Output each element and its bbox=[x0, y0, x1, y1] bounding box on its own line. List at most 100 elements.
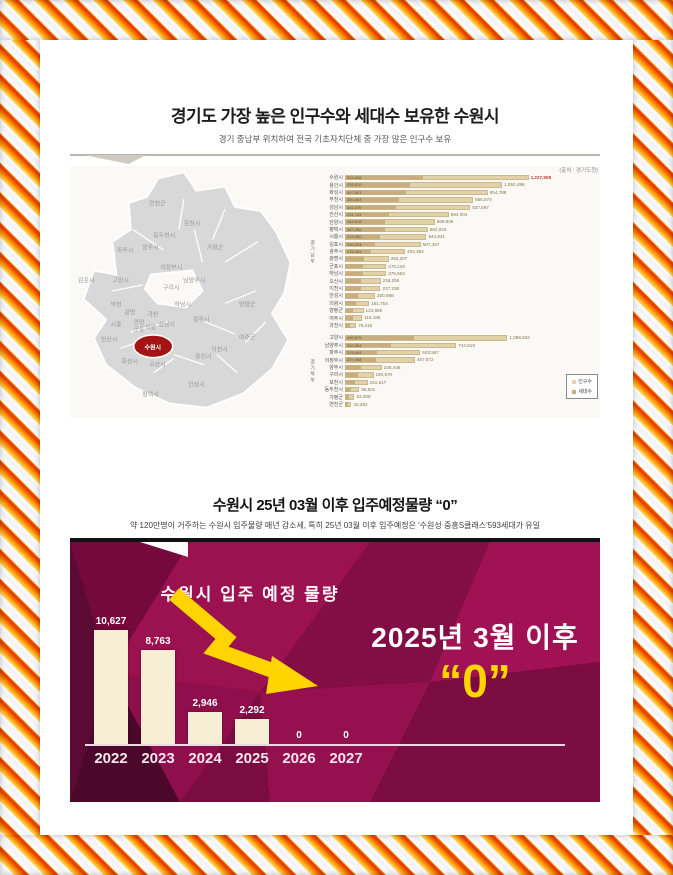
chart-group: 경기북부 고양시 460,675 1,086,022 남양주시 310,354 744,51… bbox=[308, 334, 600, 408]
table-row: 광명시 292,207 bbox=[317, 255, 600, 262]
household-bar bbox=[345, 365, 362, 370]
household-bar bbox=[345, 219, 385, 225]
map-label: 용인시 bbox=[195, 354, 212, 361]
map-label: 고양시 bbox=[112, 278, 129, 285]
household-bar bbox=[345, 182, 410, 188]
row-bar-track: 407,601 954,788 bbox=[345, 189, 600, 196]
table-row: 이천시 237,238 bbox=[317, 285, 600, 292]
row-city-label: 가평군 bbox=[329, 394, 343, 401]
row-city-label: 하남시 bbox=[329, 271, 343, 278]
top-chart-title: 경기도 가장 높은 인구수와 세대수 보유한 수원시 bbox=[170, 107, 500, 126]
map-label: 여주군 bbox=[238, 335, 256, 342]
map-label: 화성시 bbox=[121, 359, 139, 366]
household-bar bbox=[345, 323, 350, 328]
household-bar bbox=[345, 380, 355, 385]
household-bar bbox=[345, 343, 392, 348]
map-label: 파주시 bbox=[116, 248, 134, 255]
population-value: 1,050,496 bbox=[504, 182, 525, 188]
table-row: 안양시 264,918 599,946 bbox=[317, 218, 600, 226]
row-city-label: 군포시 bbox=[329, 263, 343, 270]
suwon-highlight-region bbox=[132, 334, 174, 359]
divider-flap bbox=[84, 155, 146, 164]
table-row: 성남시 341,070 837,597 bbox=[317, 204, 600, 211]
middle-heading: 수원시 25년 03월 이후 입주예정물량 “0” 약 120만명이 거주하는 … bbox=[70, 494, 600, 531]
row-bar-track: 207,988 467,872 bbox=[345, 357, 600, 363]
table-row: 양주시 246,446 bbox=[317, 364, 600, 371]
table-row: 안성시 200,988 bbox=[317, 292, 600, 299]
map-label: 의정부시 bbox=[160, 265, 183, 272]
map-label: 성남시 bbox=[158, 322, 175, 329]
row-city-label: 안성시 bbox=[329, 293, 343, 300]
map-label: 의왕 bbox=[144, 325, 157, 332]
population-value: 467,872 bbox=[416, 357, 434, 363]
population-value: 63,309 bbox=[356, 394, 371, 400]
table-row: 가평군 63,309 bbox=[317, 393, 600, 401]
row-city-label: 포천시 bbox=[329, 379, 343, 386]
household-bar bbox=[345, 286, 361, 291]
population-value: 744,519 bbox=[458, 342, 475, 348]
map-label: 하남시 bbox=[174, 302, 191, 309]
row-city-label: 남양주시 bbox=[324, 342, 343, 349]
map-label: 동두천시 bbox=[153, 233, 176, 240]
household-value: 460,675 bbox=[347, 335, 362, 341]
household-value: 207,988 bbox=[347, 357, 362, 363]
household-bar bbox=[345, 308, 354, 313]
map-label: 김포시 bbox=[77, 278, 95, 285]
household-bar bbox=[345, 394, 350, 400]
row-city-label: 광명시 bbox=[329, 256, 343, 263]
row-bar-track: 310,354 744,519 bbox=[345, 342, 600, 348]
table-row: 군포시 276,129 bbox=[317, 263, 600, 270]
row-bar-track: 238,256 bbox=[345, 278, 600, 284]
map-label: 안양 bbox=[133, 320, 145, 327]
row-city-label: 용인시 bbox=[329, 182, 343, 189]
bar-slot: 10,627 bbox=[88, 616, 134, 744]
group-label: 경기북부 bbox=[309, 359, 315, 384]
row-city-label: 양평군 bbox=[329, 308, 343, 315]
year-label: 2025 bbox=[235, 750, 269, 767]
map-label: 양주시 bbox=[142, 245, 159, 252]
row-city-label: 동두천시 bbox=[324, 387, 343, 394]
population-bar-chart: (출처 : 경기도청) 경기남부 수원시 524,908 1,227,908 용인시 43… bbox=[308, 166, 600, 418]
year-label: 2024 bbox=[188, 750, 222, 767]
population-panel: 연천군 포천시 동두천시 파주시 양주시 가평군 의정부시 김포시 고양시 남양주시 구리시 하남시 양… bbox=[70, 166, 600, 418]
row-city-label: 평택시 bbox=[329, 226, 343, 233]
table-row: 고양시 460,675 1,086,022 bbox=[317, 334, 600, 341]
household-value: 264,918 bbox=[347, 219, 362, 225]
map-label: 시흥 bbox=[110, 322, 122, 329]
household-bar bbox=[345, 249, 372, 254]
row-bar-track: 190,670 bbox=[345, 372, 600, 378]
row-bar-track: 292,207 bbox=[345, 256, 600, 262]
bar-value-label: 8,763 bbox=[145, 636, 171, 647]
zero-annotation: 2025년 3월 이후 “0” bbox=[370, 616, 580, 704]
row-city-label: 안산시 bbox=[329, 212, 343, 219]
household-value: 310,354 bbox=[347, 342, 362, 348]
household-value: 360,604 bbox=[347, 197, 362, 203]
supply-chart-panel: 수원시 입주 예정 물량 10,627 8,763 2,946 2,292 0 0 202… bbox=[70, 538, 600, 802]
population-value: 275,563 bbox=[388, 271, 405, 277]
annotation-text: 2025년 3월 이후 bbox=[371, 622, 579, 653]
household-bar bbox=[345, 387, 352, 392]
population-value: 402,392 bbox=[407, 248, 424, 254]
row-bar-track: 524,908 1,227,908 bbox=[345, 175, 600, 181]
row-city-label: 고양시 bbox=[329, 335, 343, 342]
table-row: 용인시 432,570 1,050,496 bbox=[317, 181, 600, 189]
legend-item: 인구수 bbox=[572, 378, 592, 385]
legend-label: 인구수 bbox=[578, 379, 592, 385]
row-bar-track: 432,570 1,050,496 bbox=[345, 182, 600, 188]
household-value: 176,409 bbox=[347, 248, 362, 254]
map-label: 안산시 bbox=[100, 337, 118, 344]
row-city-label: 부천시 bbox=[329, 197, 343, 204]
row-bar-track: 151,617 bbox=[345, 379, 600, 385]
legend-label: 세대수 bbox=[578, 389, 592, 395]
household-bar bbox=[345, 357, 377, 363]
population-value: 554,004 bbox=[429, 226, 447, 232]
row-city-label: 파주시 bbox=[329, 350, 343, 357]
household-bar bbox=[345, 293, 359, 299]
row-city-label: 여주시 bbox=[329, 315, 343, 322]
year-label: 2023 bbox=[141, 750, 175, 767]
household-bar bbox=[345, 335, 414, 340]
population-value: 503,567 bbox=[422, 349, 439, 355]
household-bar bbox=[345, 402, 348, 407]
population-value: 151,617 bbox=[369, 379, 387, 385]
population-value: 115,165 bbox=[364, 315, 381, 321]
